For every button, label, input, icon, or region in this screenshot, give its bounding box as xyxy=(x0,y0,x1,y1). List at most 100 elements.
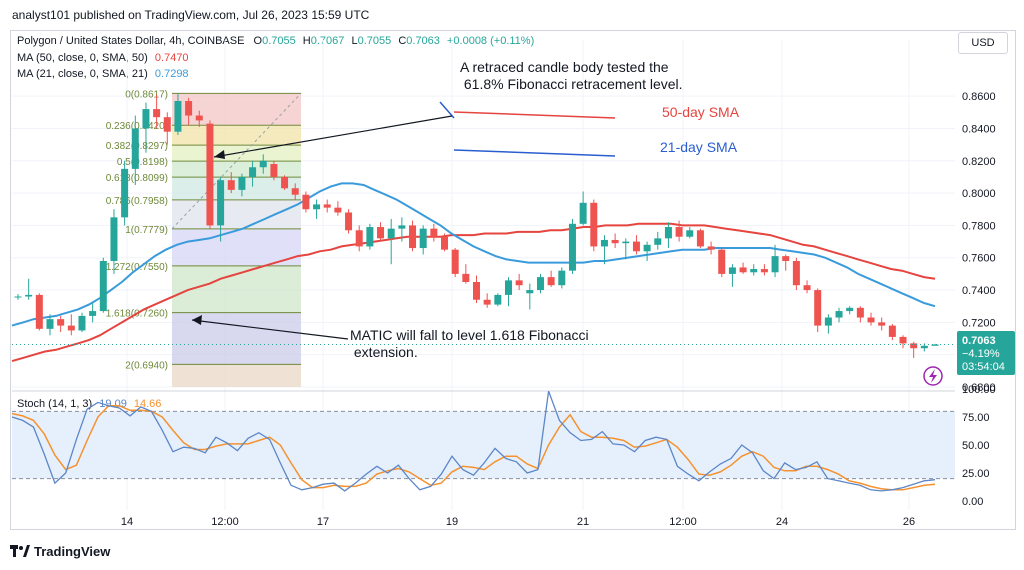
candle-body xyxy=(856,307,864,318)
candle-body xyxy=(238,176,246,190)
candle-body xyxy=(899,336,907,344)
candle-body xyxy=(515,280,523,286)
fib-trend-line xyxy=(171,93,302,230)
fibonacci-retracement: 0(0.8617)0.236(0.8420)0.382(0.8297)0.5(0… xyxy=(106,89,302,387)
candle-body xyxy=(803,285,811,291)
candle-body xyxy=(675,227,683,237)
candle-body xyxy=(46,319,54,329)
stoch-k-value: 19.09 xyxy=(99,398,127,410)
candle-body xyxy=(313,204,321,210)
candle-body xyxy=(355,230,363,247)
candle-body xyxy=(121,168,129,218)
candle-body xyxy=(760,269,768,273)
fib-zone-1 xyxy=(172,228,301,266)
candle-body xyxy=(78,315,86,331)
current-price-value: 0.7063 xyxy=(962,335,996,347)
ma21-legend: MA (21, close, 0, SMA, 21) 0.7298 xyxy=(17,68,189,80)
time-tick-label: 21 xyxy=(577,516,589,528)
stoch-label: Stoch (14, 1, 3) xyxy=(17,398,93,410)
candle-body xyxy=(249,167,257,177)
candle-body xyxy=(536,277,544,291)
price-tick-label: 0.7600 xyxy=(962,253,996,265)
fib-label-0.5: 0.5(0.8198) xyxy=(117,157,168,168)
candle-body xyxy=(35,294,43,329)
ma21-value: 0.7298 xyxy=(154,68,189,80)
bolt-icon xyxy=(929,369,937,383)
footer-brand: TradingView xyxy=(10,544,110,560)
candle-body xyxy=(334,207,342,213)
candle-body xyxy=(259,160,267,168)
candle-body xyxy=(67,325,75,331)
candle-timer: 03:54:04 xyxy=(962,361,1005,373)
price-tick-label: 0.8000 xyxy=(962,188,996,200)
sma50-line xyxy=(11,222,936,363)
candle-body xyxy=(568,223,576,271)
candle-body xyxy=(782,256,790,261)
symbol-title: Polygon / United States Dollar, 4h, COIN… xyxy=(17,35,245,47)
candle-body xyxy=(270,164,278,177)
stoch-band xyxy=(12,411,955,479)
annotation-fall-note: MATIC will fall to level 1.618 Fibonacci… xyxy=(350,327,589,360)
candle-body xyxy=(824,317,832,326)
sma21-legend-line xyxy=(453,149,616,157)
ohlc-low: 0.7055 xyxy=(357,35,392,47)
ma50-label: MA (50, close, 0, SMA, 50) xyxy=(17,52,148,64)
sma21-legend-label: 21-day SMA xyxy=(660,139,738,155)
arrow-to-extension xyxy=(191,319,349,340)
time-tick-label: 12:00 xyxy=(669,516,697,528)
chart-frame xyxy=(10,30,1016,530)
arrow-to-retrace xyxy=(213,115,453,158)
candle-body xyxy=(430,228,438,237)
candle-body xyxy=(792,260,800,286)
candle-body xyxy=(89,311,97,316)
price-tick-label: 0.6800 xyxy=(962,382,996,394)
candle-body xyxy=(739,267,747,273)
candles xyxy=(12,92,955,358)
time-tick-label: 26 xyxy=(903,516,915,528)
candle-body xyxy=(323,204,331,208)
sma50-path xyxy=(11,222,936,363)
ma50-legend: MA (50, close, 0, SMA, 50) 0.7470 xyxy=(17,52,189,64)
stochastic-pane xyxy=(11,390,955,492)
candle-body xyxy=(217,180,225,226)
candle-body xyxy=(696,230,704,247)
annotations: A retraced candle body tested the 61.8% … xyxy=(191,59,740,360)
sma50-legend-line xyxy=(453,111,616,119)
candle-body xyxy=(153,109,161,118)
candle-body xyxy=(131,128,139,169)
ma50-value: 0.7470 xyxy=(154,52,189,64)
candle-body xyxy=(632,241,640,252)
grid xyxy=(12,40,955,510)
price-tick-label: 0.7400 xyxy=(962,285,996,297)
currency-button[interactable]: USD xyxy=(958,32,1008,54)
fib-label-0.618: 0.618(0.8099) xyxy=(106,173,168,184)
sma50-legend-label: 50-day SMA xyxy=(662,104,740,120)
fib-zone-0 xyxy=(172,93,301,126)
arrowhead-retrace xyxy=(214,150,225,159)
fib-zone-0.5 xyxy=(172,161,301,178)
candle-body xyxy=(57,319,65,326)
time-tick-label: 24 xyxy=(776,516,788,528)
candle-body xyxy=(526,290,534,294)
candle-body xyxy=(654,238,662,245)
candle-body xyxy=(281,176,289,189)
candle-body xyxy=(195,115,203,121)
candle-body xyxy=(643,244,651,252)
candle-body xyxy=(600,239,608,247)
candle-body xyxy=(931,344,939,346)
stoch-tick-label: 75.00 xyxy=(962,412,990,424)
stoch-k-line xyxy=(11,390,936,492)
candle-body xyxy=(387,228,395,239)
candle-body xyxy=(483,299,491,305)
candle-body xyxy=(409,225,417,249)
price-tick-label: 0.7800 xyxy=(962,220,996,232)
fib-zone-0.786 xyxy=(172,199,301,229)
candle-body xyxy=(728,267,736,274)
candle-body xyxy=(473,281,480,300)
candle-body xyxy=(99,260,107,312)
candle-body xyxy=(291,188,299,195)
candle-body xyxy=(441,236,449,250)
fib-label-0: 0(0.8617) xyxy=(125,89,168,100)
publisher-line: analyst101 published on TradingView.com,… xyxy=(12,8,370,22)
stoch-tick-label: 25.00 xyxy=(962,468,990,480)
